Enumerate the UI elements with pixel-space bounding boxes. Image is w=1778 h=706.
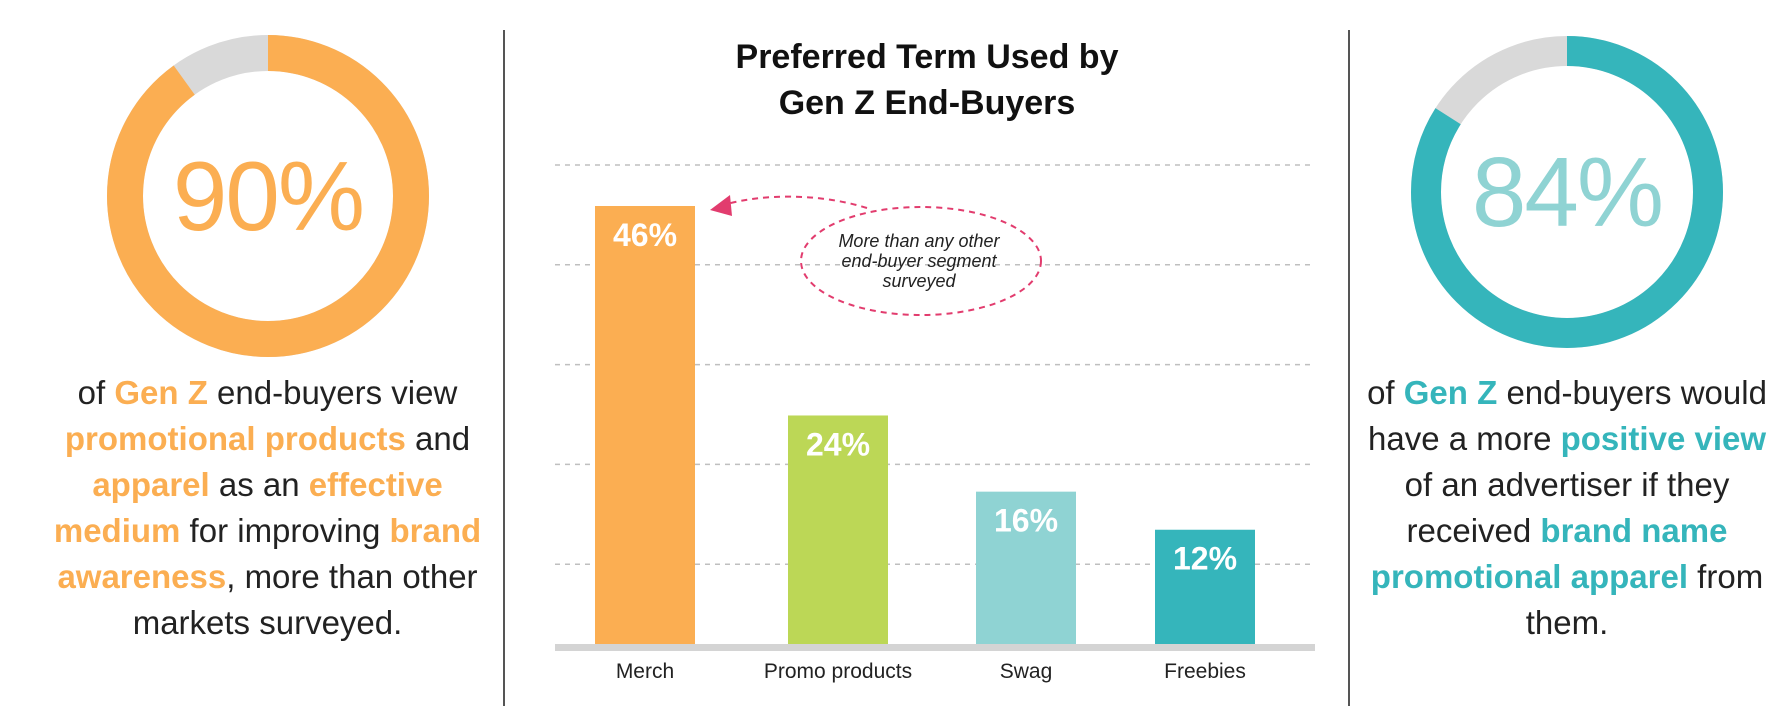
bar-value-label: 12% [1173, 541, 1237, 577]
annotation-arrowhead [710, 195, 732, 216]
left-highlight-text: promotional products [64, 420, 406, 457]
right-text-segment: of an advertiser if they received [1404, 466, 1730, 549]
left-divider [503, 30, 505, 706]
right-stat-panel: 84% of Gen Z end-buyers would have a mor… [1349, 0, 1778, 706]
bar-promo-products [788, 415, 888, 644]
bar-value-label: 16% [994, 503, 1058, 539]
left-donut-ring [107, 35, 429, 357]
left-text-segment: of [77, 374, 115, 411]
left-text-segment: as an [209, 466, 309, 503]
left-text-segment: , more than other markets surveyed. [132, 558, 478, 641]
bar-chart: 46% Merch 24% Promo products 16% Swag 12% Freeb… [555, 164, 1315, 683]
annotation-line-3: surveyed [882, 271, 956, 291]
annotation-arrow [726, 195, 868, 209]
chart-title: Preferred Term Used by Gen Z End-Buyers [505, 34, 1349, 126]
bar-swag [976, 491, 1076, 644]
right-donut-arc [1411, 36, 1723, 348]
x-tick-label: Swag [1000, 660, 1053, 683]
bar-value-label: 46% [613, 217, 677, 253]
right-text-segment: from them. [1525, 558, 1764, 641]
right-stat-value: 84% [1471, 136, 1664, 247]
left-stat-value: 90% [172, 140, 365, 251]
right-text-segment: end-buyers would have a more [1367, 374, 1767, 457]
annotation-text: More than any other end-buyer segment su… [799, 231, 1039, 291]
left-highlight-text: brand awareness [57, 512, 482, 595]
chart-title-line-2: Gen Z End-Buyers [778, 84, 1076, 122]
right-divider [1348, 30, 1350, 706]
x-tick-label: Freebies [1164, 660, 1246, 683]
bar-freebies [1155, 529, 1255, 644]
annotation-line-2: end-buyer segment [841, 251, 997, 271]
left-stat-panel: 90% of Gen Z end-buyers view promotional… [0, 0, 505, 706]
left-stat-description: of Gen Z end-buyers view promotional pro… [50, 370, 485, 646]
left-highlight-text: Gen Z [114, 374, 208, 411]
right-highlight-text: brand name promotional apparel [1370, 512, 1728, 595]
left-donut-arc [107, 35, 429, 357]
bar-chart-panel: Preferred Term Used by Gen Z End-Buyers … [505, 0, 1349, 706]
left-text-segment: for improving [180, 512, 390, 549]
x-axis-baseline [555, 644, 1315, 651]
annotation-bubble [800, 206, 1042, 316]
right-donut-chart: 84% [1409, 34, 1725, 350]
x-tick-label: Promo products [764, 660, 912, 683]
right-stat-description: of Gen Z end-buyers would have a more po… [1357, 370, 1777, 646]
right-highlight-text: Gen Z [1403, 374, 1498, 411]
right-highlight-text: positive view [1560, 420, 1767, 457]
bars: 46% Merch 24% Promo products 16% Swag 12% Freeb… [595, 206, 1255, 683]
annotation-callout [710, 195, 1042, 316]
chart-title-line-1: Preferred Term Used by [735, 38, 1119, 76]
right-text-segment: of [1367, 374, 1404, 411]
bar-value-label: 24% [806, 426, 870, 462]
left-text-segment: end-buyers view [207, 374, 458, 411]
annotation-line-1: More than any other [838, 231, 1000, 251]
bar-merch [595, 206, 695, 644]
left-highlight-text: effective medium [53, 466, 443, 549]
left-highlight-text: apparel [92, 466, 210, 503]
x-tick-label: Merch [616, 660, 674, 683]
right-donut-ring [1411, 36, 1723, 348]
left-donut-chart: 90% [106, 34, 430, 358]
left-text-segment: and [405, 420, 471, 457]
